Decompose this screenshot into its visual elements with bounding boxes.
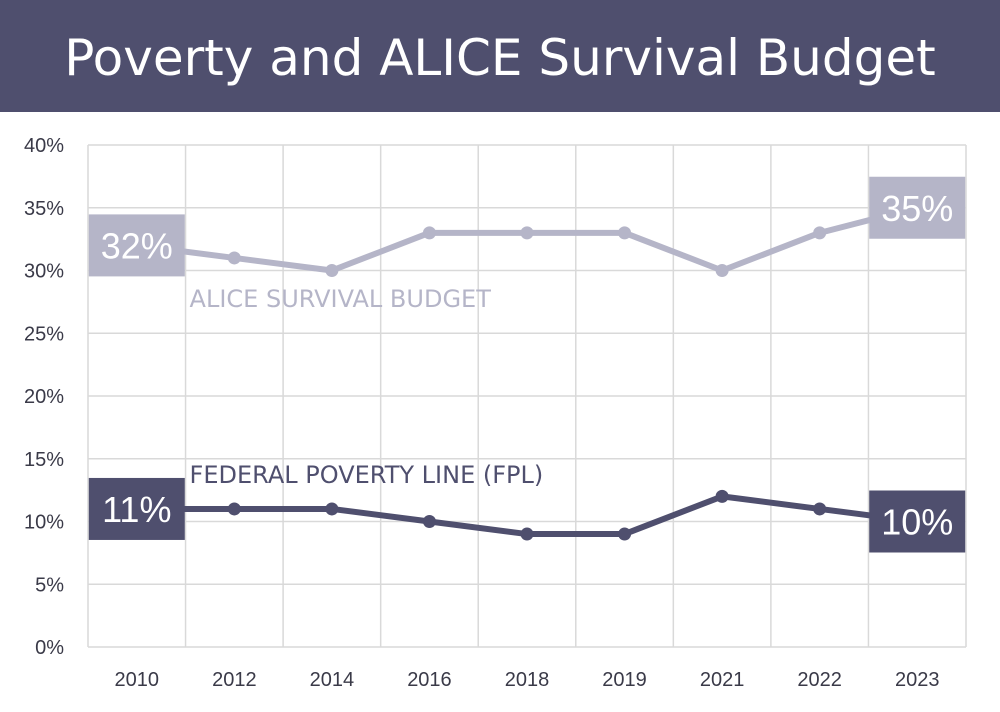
y-tick-label: 25% bbox=[24, 323, 64, 345]
chart-title: Poverty and ALICE Survival Budget bbox=[64, 29, 936, 87]
end-value-box bbox=[869, 490, 966, 553]
start-value-box bbox=[88, 214, 185, 277]
series-layer: 32% 35% ALICE SURVIVAL BUDGET 11% 10% FEDERAL… bbox=[88, 176, 966, 553]
x-tick-label: 2023 bbox=[895, 669, 940, 691]
y-tick-label: 15% bbox=[24, 449, 64, 471]
line-chart: 0%5%10%15%20%25%30%35%40% 2010 2012 2014 20… bbox=[24, 135, 967, 691]
x-tick-label: 2021 bbox=[700, 669, 745, 691]
x-tick-label: 2016 bbox=[407, 669, 452, 691]
y-tick-label: 10% bbox=[24, 512, 64, 534]
data-point bbox=[618, 226, 632, 240]
grid bbox=[87, 144, 967, 648]
end-value-label: 35% bbox=[881, 188, 953, 229]
y-tick-label: 40% bbox=[24, 135, 64, 157]
series-1: 11% 10% FEDERAL POVERTY LINE (FPL) bbox=[88, 461, 966, 553]
data-point bbox=[813, 502, 827, 516]
x-axis: 2010 2012 2014 2016 2018 2019 2021 2022 2023 bbox=[115, 669, 940, 691]
title-banner: Poverty and ALICE Survival Budget bbox=[0, 0, 1000, 112]
data-point bbox=[227, 502, 241, 516]
data-point bbox=[422, 226, 436, 240]
y-tick-label: 30% bbox=[24, 261, 64, 283]
data-point bbox=[715, 264, 729, 277]
series-0: 32% 35% ALICE SURVIVAL BUDGET bbox=[88, 176, 966, 313]
series-name-label: ALICE SURVIVAL BUDGET bbox=[190, 285, 492, 313]
y-tick-label: 5% bbox=[35, 574, 64, 596]
data-point bbox=[520, 527, 534, 541]
data-point bbox=[227, 251, 241, 265]
x-tick-label: 2022 bbox=[797, 669, 842, 691]
x-tick-label: 2014 bbox=[310, 669, 355, 691]
data-point bbox=[813, 226, 827, 240]
data-point bbox=[325, 264, 339, 277]
y-axis: 0% 5% 10% 15% 20% 25% 30% 35% 40% bbox=[24, 135, 64, 659]
start-value-label: 32% bbox=[101, 225, 173, 266]
data-point bbox=[520, 226, 534, 240]
data-point bbox=[715, 489, 729, 503]
data-point bbox=[618, 527, 632, 541]
x-tick-label: 2019 bbox=[602, 669, 647, 691]
x-tick-label: 2010 bbox=[115, 669, 160, 691]
start-value-label: 11% bbox=[102, 489, 171, 530]
x-tick-label: 2012 bbox=[212, 669, 257, 691]
y-tick-label: 0% bbox=[35, 637, 64, 659]
y-tick-label: 35% bbox=[24, 198, 64, 220]
data-point bbox=[422, 515, 436, 528]
data-point bbox=[325, 502, 339, 516]
end-value-label: 10% bbox=[881, 502, 953, 543]
end-value-box bbox=[869, 176, 966, 239]
x-tick-label: 2018 bbox=[505, 669, 550, 691]
series-name-label: FEDERAL POVERTY LINE (FPL) bbox=[190, 461, 544, 489]
y-tick-label: 20% bbox=[24, 386, 64, 408]
start-value-box bbox=[88, 477, 185, 540]
